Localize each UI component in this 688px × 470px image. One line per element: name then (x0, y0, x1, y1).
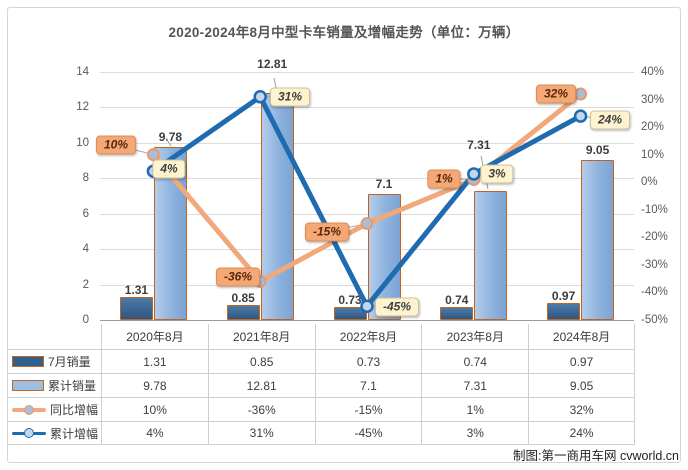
right-axis-tick: -10% (641, 203, 668, 216)
table-value-cell: 31% (207, 421, 315, 445)
right-axis-tick: -30% (641, 258, 668, 271)
legend-cell: 同比增幅 (8, 397, 101, 421)
table-value-cell: 1% (421, 397, 529, 421)
left-axis-tick: 14 (76, 66, 89, 78)
category-header: 2023年8月 (421, 324, 528, 349)
legend-label: 7月销量 (48, 355, 91, 369)
bar-monthly-sales (547, 302, 581, 320)
cumulative-growth-marker (573, 109, 588, 123)
table-value-cell: 7.31 (421, 373, 529, 397)
table-value-cell: 0.85 (207, 349, 315, 373)
left-axis-tick: 6 (82, 207, 89, 220)
yoy-growth-marker (574, 87, 588, 101)
category-header: 2020年8月 (101, 324, 208, 349)
category-header: 2021年8月 (207, 324, 315, 349)
left-axis-tick: 4 (82, 243, 89, 256)
gridline (100, 107, 634, 109)
gridline (100, 142, 634, 144)
bar-monthly-sales (119, 296, 153, 320)
legend-cell: 累计增幅 (8, 421, 101, 445)
bar-monthly-sales (226, 304, 260, 320)
gridline (100, 249, 634, 251)
left-axis-tick: 0 (82, 314, 89, 326)
bar-label-leader (165, 137, 172, 147)
table-value-cell: 12.81 (207, 373, 315, 397)
bar-monthly-sales (440, 306, 474, 320)
gridline (100, 72, 634, 73)
right-axis-tick: 40% (641, 66, 665, 78)
category-header: 2024年8月 (528, 324, 635, 349)
data-table: 2020年8月 2021年8月 2022年8月 2023年8月 2024年8月 7月销量 1… (8, 324, 635, 445)
gridline (100, 178, 634, 180)
yoy-growth-swatch (12, 403, 46, 416)
category-header: 2022年8月 (314, 324, 422, 349)
yoy-growth-marker (146, 148, 160, 162)
bar-monthly-sales (333, 307, 367, 320)
table-corner-cell (8, 324, 101, 349)
bar-cumulative-sales (474, 190, 508, 320)
table-value-cell: 9.05 (528, 373, 635, 397)
table-value-cell: 32% (528, 397, 635, 421)
legend-cell: 累计销量 (8, 373, 101, 397)
table-value-cell: 4% (101, 421, 208, 445)
table-value-cell: -45% (314, 421, 422, 445)
cumulative-growth-marker (146, 164, 161, 178)
credit-footer: 制图:第一商用车网 cvworld.cn (513, 449, 679, 463)
table-value-cell: 3% (421, 421, 529, 445)
right-axis-tick: -40% (641, 286, 668, 299)
left-axis-tick: 8 (82, 172, 89, 185)
right-axis-tick: 30% (641, 93, 665, 106)
swatch-marker (24, 404, 34, 415)
table-value-cell: -15% (314, 397, 422, 421)
left-axis-tick: 2 (82, 278, 89, 291)
cumulative-growth-marker (253, 90, 267, 104)
table-value-cell: 1.31 (101, 349, 208, 373)
cumulative-growth-swatch (12, 427, 46, 440)
bar-label-leader (273, 77, 278, 93)
gridline (100, 284, 634, 286)
bar-cumulative-sales (581, 159, 615, 320)
right-axis-tick: 20% (641, 121, 665, 134)
cumulative-sales-swatch (12, 380, 44, 391)
right-axis-tick: -20% (641, 231, 668, 244)
cumulative-growth-marker (467, 167, 481, 181)
monthly-sales-swatch (12, 356, 44, 367)
left-axis-tick: 12 (76, 101, 89, 114)
swatch-marker (24, 428, 34, 438)
legend-label: 累计销量 (48, 379, 97, 393)
table-value-cell: 24% (528, 421, 635, 445)
yoy-growth-marker (360, 217, 374, 231)
table-value-cell: -36% (207, 397, 315, 421)
right-axis-tick: -50% (641, 314, 668, 326)
right-axis-tick: 10% (641, 148, 665, 161)
table-value-cell: 7.1 (314, 373, 422, 397)
left-axis-tick: 10 (76, 136, 89, 149)
yoy-growth-marker (253, 274, 267, 288)
chart-title: 2020-2024年8月中型卡车销量及增幅走势（单位：万辆） (168, 25, 520, 40)
legend-cell: 7月销量 (8, 349, 101, 373)
right-axis-tick: 0% (641, 176, 658, 189)
table-value-cell: 10% (101, 397, 208, 421)
legend-label: 同比增幅 (50, 403, 99, 417)
gridline (100, 213, 634, 215)
yoy-growth-line (150, 91, 584, 284)
table-value-cell: 9.78 (101, 373, 208, 397)
cumulative-growth-line (150, 94, 584, 309)
table-value-cell: 0.73 (314, 349, 422, 373)
table-value-cell: 0.74 (421, 349, 529, 373)
cumulative-growth-marker (360, 299, 374, 313)
table-value-cell: 0.97 (528, 349, 635, 373)
legend-label: 累计增幅 (50, 426, 99, 441)
